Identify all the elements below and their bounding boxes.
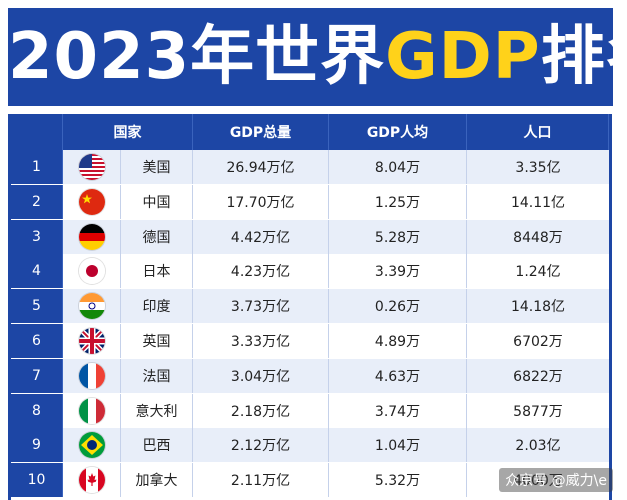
- india-flag-icon: [78, 293, 105, 320]
- country-name-cell: 意大利: [121, 393, 193, 428]
- rank-cell: 3: [11, 219, 63, 254]
- flag-cell: [63, 289, 121, 324]
- title-prefix: 2023年世界: [8, 20, 386, 94]
- header-rank-cell: [11, 114, 63, 150]
- title-highlight: GDP: [385, 20, 541, 94]
- header-population: 人口: [467, 114, 609, 150]
- rank-cell: 4: [11, 254, 63, 289]
- flag-cell: [63, 219, 121, 254]
- gdp-total-cell: 2.11万亿: [193, 463, 329, 498]
- watermark: 众京号 @威力\e: [499, 468, 613, 492]
- table-row: 8 意大利 2.18万亿 3.74万 5877万: [11, 393, 609, 428]
- usa-flag-icon: [78, 154, 105, 180]
- table-row: 9 巴西 2.12万亿 1.04万 2.03亿: [11, 428, 609, 463]
- flag-cell: [63, 324, 121, 358]
- table-header-row: 国家 GDP总量 GDP人均 人口: [11, 114, 609, 150]
- gdp-per-capita-cell: 1.04万: [329, 428, 467, 463]
- table-row: 3 德国 4.42万亿 5.28万 8448万: [11, 219, 609, 254]
- gdp-per-capita-cell: 3.39万: [329, 254, 467, 289]
- population-cell: 2.03亿: [515, 438, 561, 455]
- gdp-total-cell: 2.12万亿: [193, 428, 329, 463]
- flag-cell: [63, 358, 121, 393]
- country-name-cell: 德国: [121, 219, 193, 254]
- brazil-flag-icon: [78, 432, 105, 459]
- rank-cell: 5: [11, 289, 63, 324]
- gdp-total-cell: 3.04万亿: [193, 358, 329, 393]
- rank-cell: 8: [11, 393, 63, 428]
- country-name-cell: 英国: [121, 324, 193, 358]
- rank-cell: 10: [11, 463, 63, 498]
- gdp-per-capita-cell: 4.89万: [329, 324, 467, 358]
- country-name-cell: 中国: [121, 184, 193, 219]
- population-cell: 6702万: [513, 334, 563, 350]
- flag-cell: [63, 150, 121, 184]
- ranking-table: 国家 GDP总量 GDP人均 人口 1 美国 26.94万亿 8.04万 3.35亿 2 中…: [8, 114, 612, 500]
- country-name-cell: 印度: [121, 289, 193, 324]
- rank-cell: 9: [11, 428, 63, 463]
- population-cell: 6822万: [513, 368, 563, 385]
- gdp-per-capita-cell: 8.04万: [329, 150, 467, 184]
- population-cell: 3.35亿: [515, 160, 561, 176]
- header-gdp-per-capita: GDP人均: [329, 114, 467, 150]
- rank-cell: 1: [11, 150, 63, 184]
- flag-cell: [63, 463, 121, 498]
- gdp-per-capita-cell: 3.74万: [329, 393, 467, 428]
- country-name-cell: 加拿大: [121, 463, 193, 498]
- flag-cell: [63, 393, 121, 428]
- gdp-total-cell: 3.33万亿: [193, 324, 329, 358]
- table-row: 5 印度 3.73万亿 0.26万 14.18亿: [11, 289, 609, 324]
- population-cell: 14.11亿: [510, 194, 566, 211]
- gdp-total-cell: 26.94万亿: [193, 150, 329, 184]
- title-suffix: 排名: [540, 20, 613, 94]
- rank-cell: 6: [11, 324, 63, 358]
- table-row: 2 中国 17.70万亿 1.25万 14.11亿: [11, 184, 609, 219]
- country-name-cell: 法国: [121, 358, 193, 393]
- population-cell: 14.18亿: [510, 299, 566, 316]
- table-row: 1 美国 26.94万亿 8.04万 3.35亿: [11, 150, 609, 184]
- table-row: 6 英国 3.33万亿 4.89万 6702万: [11, 324, 609, 358]
- gdp-per-capita-cell: 5.28万: [329, 219, 467, 254]
- gdp-per-capita-cell: 5.32万: [329, 463, 467, 498]
- flag-cell: [63, 254, 121, 289]
- gdp-total-cell: 4.42万亿: [193, 219, 329, 254]
- population-cell: 8448万: [513, 229, 563, 246]
- header-gdp-total: GDP总量: [193, 114, 329, 150]
- gdp-per-capita-cell: 0.26万: [329, 289, 467, 324]
- country-name-cell: 美国: [121, 150, 193, 184]
- rank-cell: 7: [11, 358, 63, 393]
- table-row: 4 日本 4.23万亿 3.39万 1.24亿: [11, 254, 609, 289]
- gdp-total-cell: 17.70万亿: [193, 184, 329, 219]
- table-row: 10 加拿大 2.11万亿 5.32万 4000万: [11, 463, 609, 498]
- china-flag-icon: [78, 188, 105, 215]
- germany-flag-icon: [78, 223, 105, 250]
- page-title: 2023年世界GDP排名: [8, 14, 613, 100]
- gdp-per-capita-cell: 4.63万: [329, 358, 467, 393]
- country-name-cell: 巴西: [121, 428, 193, 463]
- country-name-cell: 日本: [121, 254, 193, 289]
- header-country: 国家: [63, 114, 193, 150]
- canada-flag-icon: [78, 467, 105, 494]
- population-cell: 5877万: [513, 403, 563, 420]
- italy-flag-icon: [78, 397, 105, 424]
- uk-flag-icon: [78, 328, 105, 354]
- flag-cell: [63, 184, 121, 219]
- gdp-total-cell: 2.18万亿: [193, 393, 329, 428]
- gdp-per-capita-cell: 1.25万: [329, 184, 467, 219]
- rank-cell: 2: [11, 184, 63, 219]
- gdp-total-cell: 3.73万亿: [193, 289, 329, 324]
- title-banner: 2023年世界GDP排名: [8, 8, 613, 106]
- population-cell: 1.24亿: [515, 264, 561, 281]
- france-flag-icon: [78, 362, 105, 389]
- flag-cell: [63, 428, 121, 463]
- japan-flag-icon: [78, 258, 105, 285]
- gdp-total-cell: 4.23万亿: [193, 254, 329, 289]
- table-row: 7 法国 3.04万亿 4.63万 6822万: [11, 358, 609, 393]
- population-cell: 4000万: [513, 473, 563, 490]
